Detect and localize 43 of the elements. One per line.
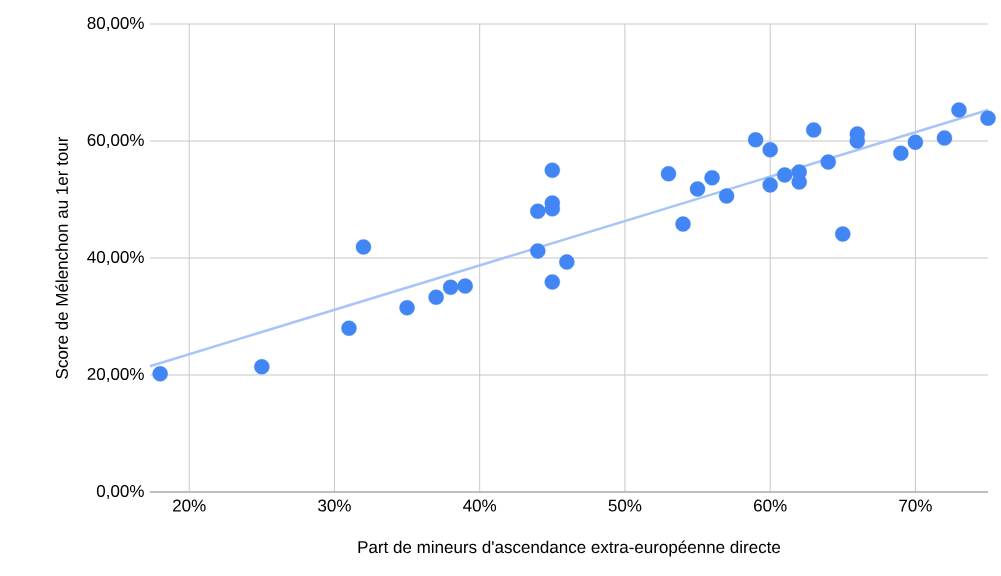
y-axis-title: Score de Mélenchon au 1er tour <box>55 136 68 379</box>
point <box>718 188 735 204</box>
x-tick-label: 40% <box>463 499 497 512</box>
point <box>936 130 953 146</box>
point <box>689 181 706 197</box>
x-tick-label: 20% <box>173 499 206 512</box>
point <box>544 162 561 178</box>
point <box>951 102 967 118</box>
x-tick-label: 50% <box>608 499 642 512</box>
point <box>704 170 720 186</box>
point <box>762 177 778 193</box>
point <box>776 167 793 183</box>
x-tick-label: 60% <box>754 499 787 512</box>
point <box>559 254 575 270</box>
point <box>762 142 778 158</box>
x-axis-title: Part de mineurs d'ascendance extra-européenne directe <box>358 540 781 557</box>
point <box>442 279 459 295</box>
y-tick-label: 60,00% <box>87 133 144 149</box>
point <box>399 300 415 316</box>
point <box>428 289 444 305</box>
y-tick-label: 80,00% <box>87 16 144 32</box>
y-tick-label: 20,00% <box>87 367 144 383</box>
point <box>355 239 372 255</box>
point <box>544 274 561 290</box>
point <box>341 320 357 336</box>
point <box>675 216 691 232</box>
point <box>747 132 764 148</box>
point <box>835 226 851 242</box>
point <box>791 174 807 190</box>
point <box>907 134 924 150</box>
x-tick-label: 70% <box>899 499 932 512</box>
y-tick-label: 40,00% <box>87 250 144 266</box>
point <box>457 278 473 294</box>
x-tick-label: 30% <box>318 499 351 512</box>
point <box>893 145 909 161</box>
y-tick-label: 0,00% <box>96 484 144 500</box>
point <box>820 154 836 170</box>
point <box>806 122 822 138</box>
point <box>660 166 677 182</box>
point <box>152 366 168 382</box>
point <box>530 243 546 259</box>
point <box>530 203 546 219</box>
point <box>254 359 270 375</box>
